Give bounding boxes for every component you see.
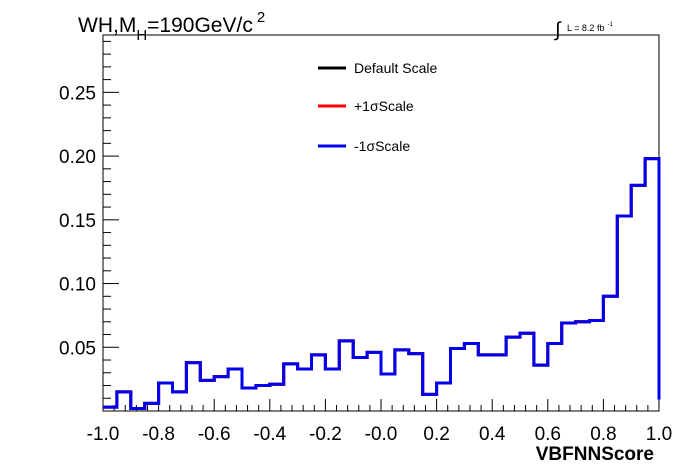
legend-label: Default Scale (354, 60, 437, 76)
y-tick-label: 0.15 (59, 211, 96, 232)
x-tick-label: -0.6 (198, 424, 231, 445)
y-tick-label: 0.10 (59, 275, 96, 296)
series-layer (103, 157, 661, 410)
x-tick-label: 0.8 (590, 424, 616, 445)
legend-label: +1σScale (354, 98, 414, 114)
x-tick-label: -1.0 (87, 424, 120, 445)
axes: -1.0 -0.8 -0.6 -0.4 -0.2 -0.0 0.2 0.4 0.6 0.8 1.0 0… (59, 40, 672, 445)
x-axis-title: VBFNNScore (536, 444, 654, 465)
x-tick-label: 0.4 (479, 424, 506, 445)
lumi-superscript: -1 (607, 22, 613, 28)
x-tick-label: -0.8 (142, 424, 175, 445)
legend: Default Scale +1σScale -1σScale (318, 60, 437, 154)
lumi-label: L = 8.2 fb -1 (567, 22, 613, 33)
title-main: WH,M (78, 14, 136, 37)
title-superscript: 2 (257, 9, 265, 26)
x-tick-label: 0.2 (423, 424, 449, 445)
x-tick-label: 1.0 (646, 424, 672, 445)
chart-title: WH,MH=190GeV/c 2 (78, 9, 265, 44)
title-rest: =190GeV/c (147, 14, 253, 37)
x-tick-label: -0.0 (365, 424, 398, 445)
y-tick-label: 0.25 (59, 83, 96, 104)
x-tick-label: -0.2 (309, 424, 342, 445)
legend-label: -1σScale (354, 138, 410, 154)
lumi-text: L = 8.2 fb (567, 23, 604, 33)
y-tick-label: 0.20 (59, 147, 96, 168)
series-line-2 (103, 157, 661, 410)
x-tick-label: -0.4 (253, 424, 286, 445)
y-tick-label: 0.05 (59, 338, 96, 359)
x-tick-label: 0.6 (535, 424, 561, 445)
lumi-integral-symbol: ∫ (554, 19, 562, 41)
